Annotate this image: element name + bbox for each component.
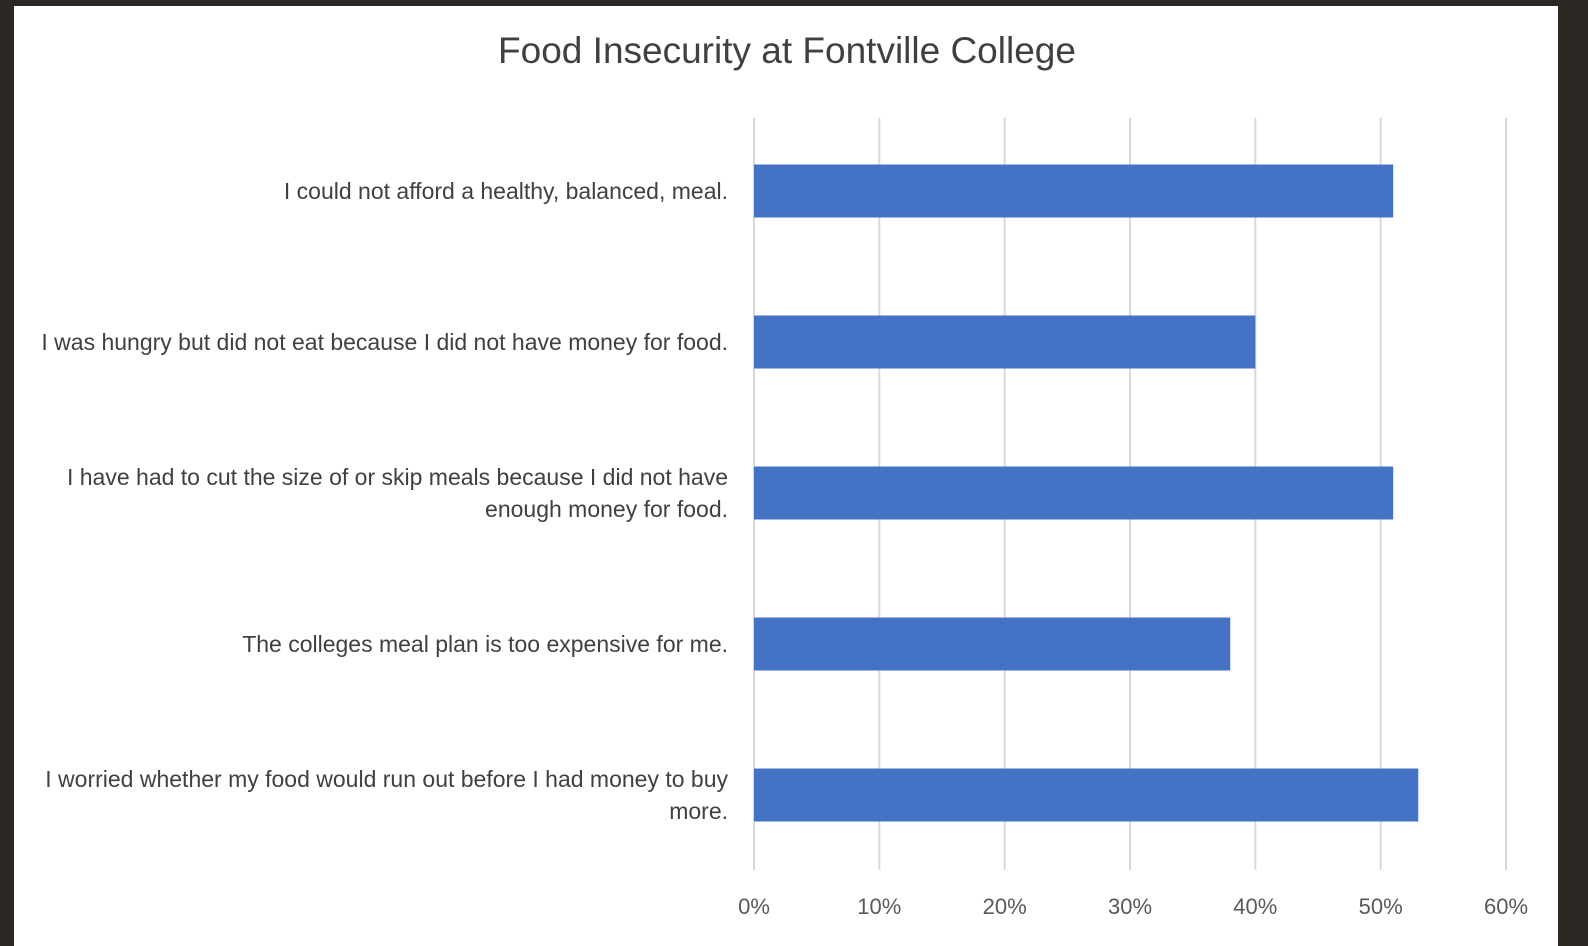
category-label: I have had to cut the size of or skip me… xyxy=(66,464,728,522)
x-tick-label: 30% xyxy=(1108,894,1152,919)
category-label: The colleges meal plan is too expensive … xyxy=(242,631,728,657)
bar xyxy=(754,315,1256,369)
bar xyxy=(754,466,1394,520)
bar xyxy=(754,617,1231,671)
bars xyxy=(754,164,1419,822)
x-tick-label: 60% xyxy=(1484,894,1528,919)
x-tick-label: 10% xyxy=(857,894,901,919)
category-label: I worried whether my food would run out … xyxy=(45,766,728,824)
x-tick-label: 50% xyxy=(1359,894,1403,919)
x-tick-label: 40% xyxy=(1233,894,1277,919)
chart-title: Food Insecurity at Fontville College xyxy=(498,30,1076,71)
category-label: I could not afford a healthy, balanced, … xyxy=(283,178,728,204)
x-tick-label: 0% xyxy=(738,894,770,919)
x-axis-ticks: 0% 10% 20% 30% 40% 50% 60% xyxy=(738,894,1528,919)
category-label: I was hungry but did not eat because I d… xyxy=(41,329,728,355)
bar xyxy=(754,768,1419,822)
x-tick-label: 20% xyxy=(983,894,1027,919)
bar xyxy=(754,164,1394,218)
